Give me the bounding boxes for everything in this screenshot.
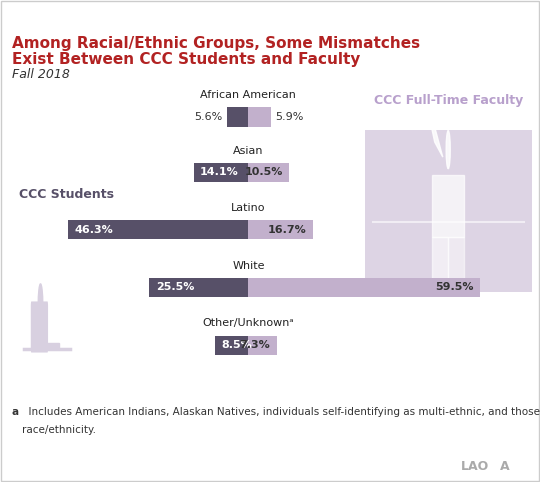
Polygon shape — [432, 237, 448, 287]
Circle shape — [38, 284, 43, 326]
Text: 59.5%: 59.5% — [435, 282, 473, 293]
Text: A: A — [500, 460, 510, 473]
Bar — [149, 278, 248, 297]
Bar — [248, 278, 480, 297]
Text: 16.7%: 16.7% — [268, 225, 307, 235]
Bar — [227, 107, 248, 127]
Text: 46.3%: 46.3% — [75, 225, 113, 235]
Polygon shape — [35, 343, 59, 348]
Text: Figure 7: Figure 7 — [8, 4, 63, 17]
Bar — [193, 162, 248, 182]
Text: Exist Between CCC Students and Faculty: Exist Between CCC Students and Faculty — [12, 52, 360, 67]
Bar — [248, 162, 289, 182]
Text: 5.6%: 5.6% — [194, 112, 222, 122]
Circle shape — [446, 131, 450, 169]
Text: Latino: Latino — [231, 203, 266, 213]
Text: Includes American Indians, Alaskan Natives, individuals self-identifying as mult: Includes American Indians, Alaskan Nativ… — [22, 407, 540, 417]
Text: race/ethnicity.: race/ethnicity. — [22, 425, 96, 435]
Text: Other/Unknownᵃ: Other/Unknownᵃ — [202, 319, 294, 329]
Text: 7.3%: 7.3% — [240, 340, 271, 350]
Text: White: White — [232, 261, 265, 271]
Bar — [248, 107, 271, 127]
Text: CCC Students: CCC Students — [19, 188, 114, 201]
Text: 25.5%: 25.5% — [156, 282, 194, 293]
Text: Asian: Asian — [233, 146, 264, 156]
Polygon shape — [432, 174, 464, 237]
Bar — [248, 335, 277, 355]
Bar — [69, 220, 248, 239]
FancyBboxPatch shape — [31, 301, 48, 352]
Polygon shape — [448, 237, 464, 287]
Text: Among Racial/Ethnic Groups, Some Mismatches: Among Racial/Ethnic Groups, Some Mismatc… — [12, 36, 420, 51]
FancyBboxPatch shape — [364, 130, 532, 293]
Text: 8.5%: 8.5% — [222, 340, 253, 350]
Text: LAO: LAO — [461, 460, 489, 473]
Text: 14.1%: 14.1% — [200, 167, 239, 177]
Text: CCC Full-Time Faculty: CCC Full-Time Faculty — [374, 94, 523, 107]
Text: 5.9%: 5.9% — [275, 112, 304, 122]
Text: a: a — [12, 407, 19, 417]
Text: Fall 2018: Fall 2018 — [12, 68, 70, 81]
Polygon shape — [429, 117, 443, 157]
Text: 10.5%: 10.5% — [245, 167, 283, 177]
Bar — [215, 335, 248, 355]
Bar — [248, 220, 313, 239]
Text: African American: African American — [200, 91, 296, 100]
